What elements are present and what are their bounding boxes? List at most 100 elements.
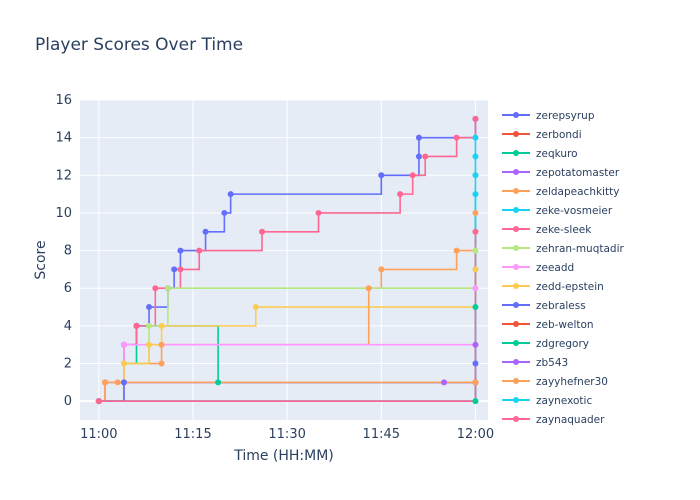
markers-layer [95, 115, 479, 405]
legend-item-zeb-welton[interactable]: zeb-welton [502, 319, 594, 331]
legend-swatch-marker [513, 169, 519, 175]
data-point-zeke-sleek [152, 285, 159, 292]
x-tick-label: 11:15 [174, 427, 211, 442]
data-point-zeke-sleek [177, 266, 184, 273]
legend-swatch-marker [513, 245, 519, 251]
legend-swatch-marker [513, 131, 519, 137]
legend-item-zehran-muqtadir[interactable]: zehran-muqtadir [502, 243, 625, 255]
legend-label: zayyhefner30 [536, 376, 608, 388]
chart-title: Player Scores Over Time [35, 35, 243, 55]
legend-swatch-marker [513, 340, 519, 346]
legend-item-zeqkuro[interactable]: zeqkuro [502, 148, 578, 160]
x-axis-title: Time (HH:MM) [233, 448, 334, 464]
data-point-zerepsyrup [146, 304, 153, 311]
legend-item-zb543[interactable]: zb543 [502, 357, 568, 369]
data-point-zedd-epstein [120, 360, 127, 367]
data-point-zerepsyrup [415, 153, 422, 160]
data-point-zaynexotic [472, 191, 479, 198]
legend-item-zayyhefner30[interactable]: zayyhefner30 [502, 376, 608, 388]
legend-label: zeldapeachkitty [536, 186, 619, 198]
legend-label: zepotatomaster [536, 167, 620, 179]
data-point-zdgregory [472, 304, 479, 311]
data-point-zerepsyrup [227, 191, 234, 198]
legend-label: zdgregory [536, 338, 589, 350]
data-point-zerepsyrup [177, 247, 184, 254]
data-point-zeqkuro [472, 398, 479, 405]
data-point-zeldapeachkitty [158, 360, 165, 367]
data-point-zeeadd [120, 341, 127, 348]
data-point-zeke-sleek [472, 115, 479, 122]
y-tick-label: 2 [64, 357, 72, 372]
data-point-zerepsyrup [221, 209, 228, 216]
data-point-zehran-muqtadir [146, 322, 153, 329]
legend-item-zerepsyrup[interactable]: zerepsyrup [502, 110, 595, 122]
data-point-zeeadd [472, 285, 479, 292]
legend-item-zdgregory[interactable]: zdgregory [502, 338, 589, 350]
x-tick-label: 11:30 [268, 427, 305, 442]
legend-item-zeeadd[interactable]: zeeadd [502, 262, 574, 274]
legend-label: zeqkuro [536, 148, 578, 160]
y-tick-label: 10 [55, 206, 72, 221]
data-point-zerepsyrup [378, 172, 385, 179]
legend-item-zeke-vosmeier[interactable]: zeke-vosmeier [502, 205, 613, 217]
legend-item-zaynaquader[interactable]: zaynaquader [502, 414, 605, 426]
data-point-zeke-sleek [196, 247, 203, 254]
x-tick-label: 11:45 [363, 427, 400, 442]
y-tick-label: 8 [64, 244, 72, 259]
data-point-zayyhefner30 [102, 379, 109, 386]
legend-swatch-marker [513, 321, 519, 327]
data-point-zedd-epstein [146, 341, 153, 348]
legend[interactable]: zerepsyrup zerbondi zeqkuro zepotatomaster z… [502, 110, 625, 426]
legend-swatch-marker [513, 302, 519, 308]
data-point-zeldapeachkitty [114, 379, 121, 386]
legend-label: zeb-welton [536, 319, 594, 331]
legend-swatch-marker [513, 359, 519, 365]
data-point-zebraless [120, 379, 127, 386]
data-point-zeke-sleek [409, 172, 416, 179]
data-point-zebraless [472, 360, 479, 367]
legend-swatch-marker [513, 112, 519, 118]
legend-swatch-marker [513, 397, 519, 403]
data-point-zeke-sleek [315, 209, 322, 216]
data-point-zedd-epstein [158, 322, 165, 329]
legend-swatch-marker [513, 150, 519, 156]
data-point-zedd-epstein [472, 266, 479, 273]
data-point-zaynaquader [472, 228, 479, 235]
legend-label: zehran-muqtadir [536, 243, 625, 255]
legend-item-zedd-epstein[interactable]: zedd-epstein [502, 281, 604, 293]
data-point-zeldapeachkitty [378, 266, 385, 273]
data-point-zeke-sleek [133, 322, 140, 329]
legend-item-zepotatomaster[interactable]: zepotatomaster [502, 167, 620, 179]
data-point-zehran-muqtadir [472, 247, 479, 254]
data-point-zerepsyrup [415, 134, 422, 141]
legend-item-zaynexotic[interactable]: zaynexotic [502, 395, 592, 407]
data-point-zeqkuro [215, 379, 222, 386]
data-point-zeke-vosmeier [472, 134, 479, 141]
data-point-zeldapeachkitty [453, 247, 460, 254]
legend-label: zeke-sleek [536, 224, 592, 236]
legend-swatch-marker [513, 378, 519, 384]
data-point-zeldapeachkitty [365, 285, 372, 292]
legend-label: zb543 [536, 357, 568, 369]
data-point-zeke-sleek [259, 228, 266, 235]
data-point-zayyhefner30 [472, 379, 479, 386]
legend-label: zerepsyrup [536, 110, 595, 122]
legend-item-zeke-sleek[interactable]: zeke-sleek [502, 224, 592, 236]
data-point-zeldapeachkitty [472, 209, 479, 216]
y-tick-label: 12 [55, 168, 72, 183]
legend-item-zeldapeachkitty[interactable]: zeldapeachkitty [502, 186, 619, 198]
x-tick-label: 11:00 [80, 427, 117, 442]
legend-label: zerbondi [536, 129, 582, 141]
legend-label: zebraless [536, 300, 586, 312]
legend-label: zedd-epstein [536, 281, 604, 293]
x-axis-ticks: 11:00 11:15 11:30 11:45 12:00 [80, 427, 494, 442]
legend-item-zerbondi[interactable]: zerbondi [502, 129, 582, 141]
y-tick-label: 6 [64, 281, 72, 296]
y-tick-label: 14 [55, 131, 72, 146]
legend-swatch-marker [513, 416, 519, 422]
y-tick-label: 0 [64, 394, 72, 409]
legend-item-zebraless[interactable]: zebraless [502, 300, 586, 312]
data-point-zeke-sleek [422, 153, 429, 160]
